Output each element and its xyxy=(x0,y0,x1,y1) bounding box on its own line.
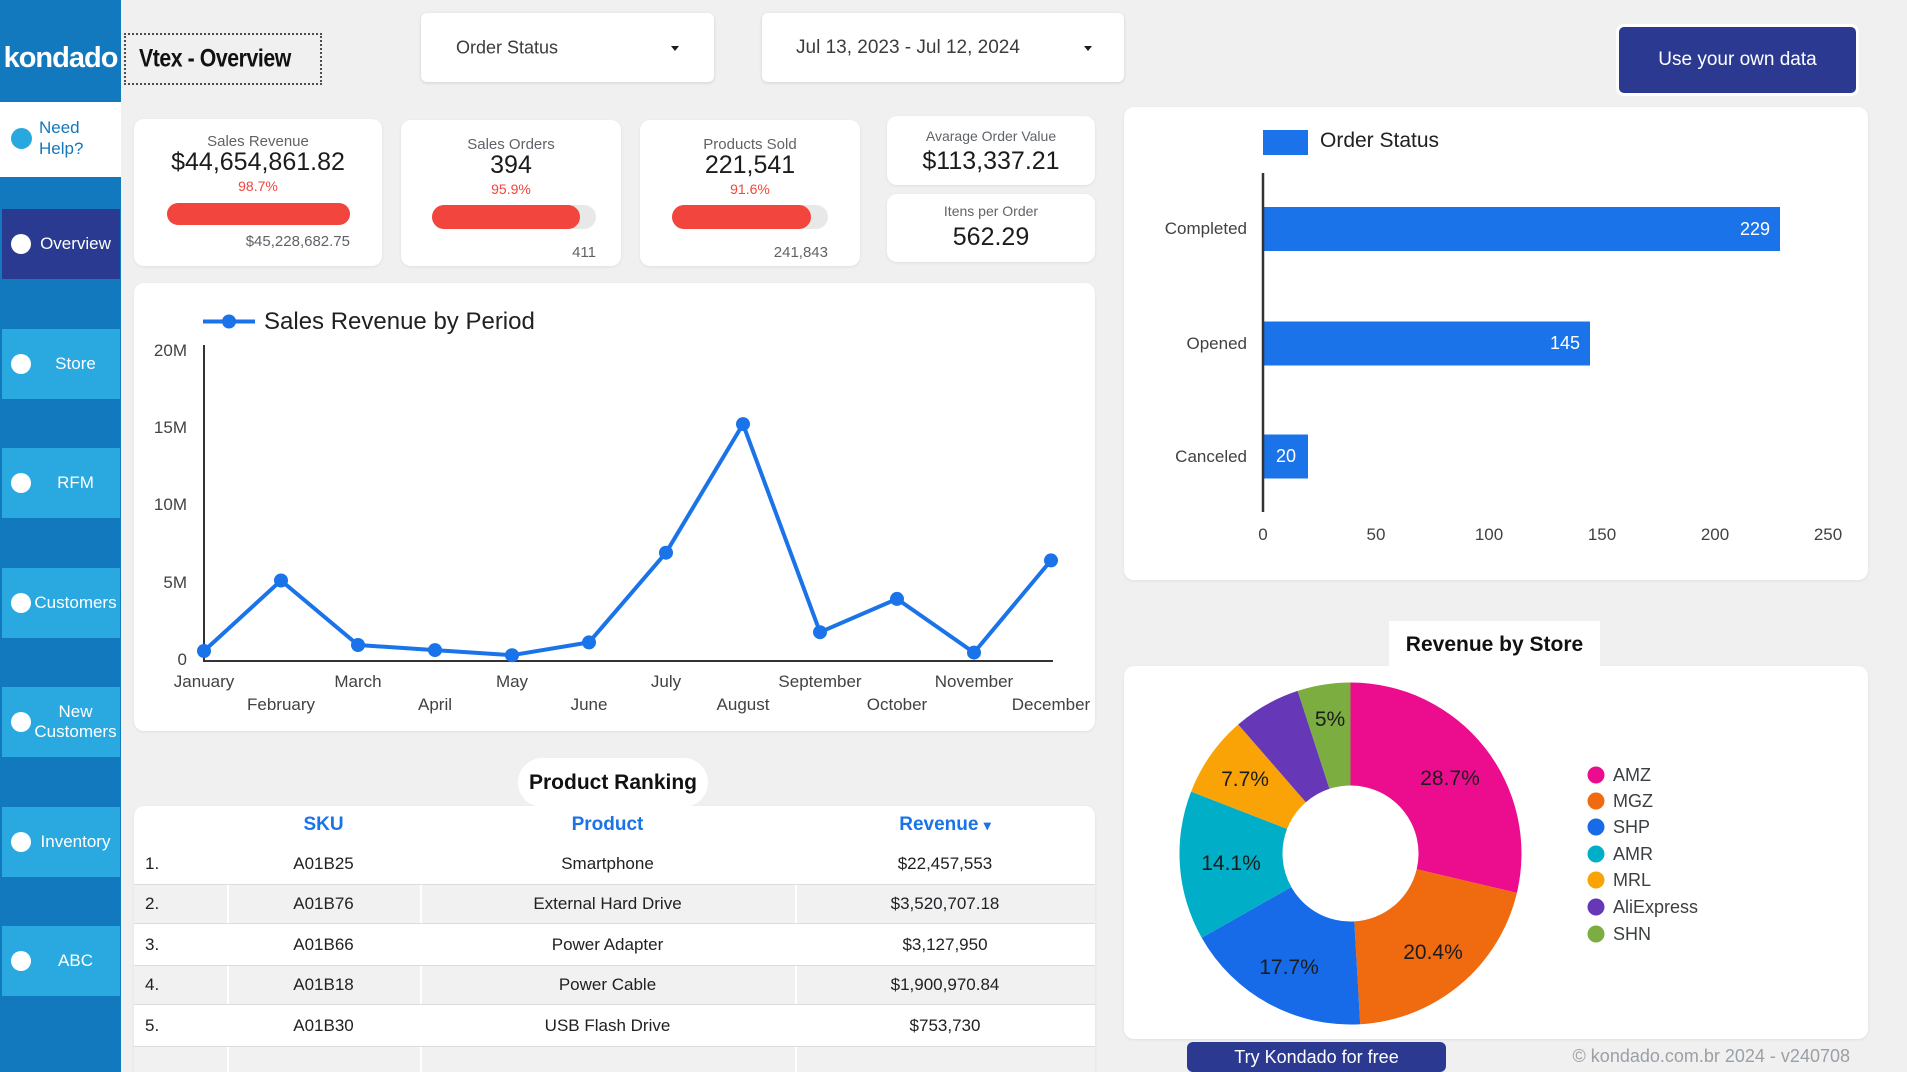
svg-text:AMZ: AMZ xyxy=(1613,765,1651,785)
svg-text:28.7%: 28.7% xyxy=(1420,767,1480,790)
svg-text:AMR: AMR xyxy=(1613,844,1653,864)
svg-text:MRL: MRL xyxy=(1613,870,1651,890)
svg-text:17.7%: 17.7% xyxy=(1259,956,1319,979)
svg-text:SHP: SHP xyxy=(1613,817,1650,837)
svg-text:SHN: SHN xyxy=(1613,924,1651,944)
svg-text:14.1%: 14.1% xyxy=(1201,852,1261,875)
svg-text:7.7%: 7.7% xyxy=(1221,768,1269,791)
svg-text:AliExpress: AliExpress xyxy=(1613,897,1698,917)
svg-text:20.4%: 20.4% xyxy=(1403,941,1463,964)
svg-text:MGZ: MGZ xyxy=(1613,791,1653,811)
svg-text:5%: 5% xyxy=(1315,708,1345,731)
